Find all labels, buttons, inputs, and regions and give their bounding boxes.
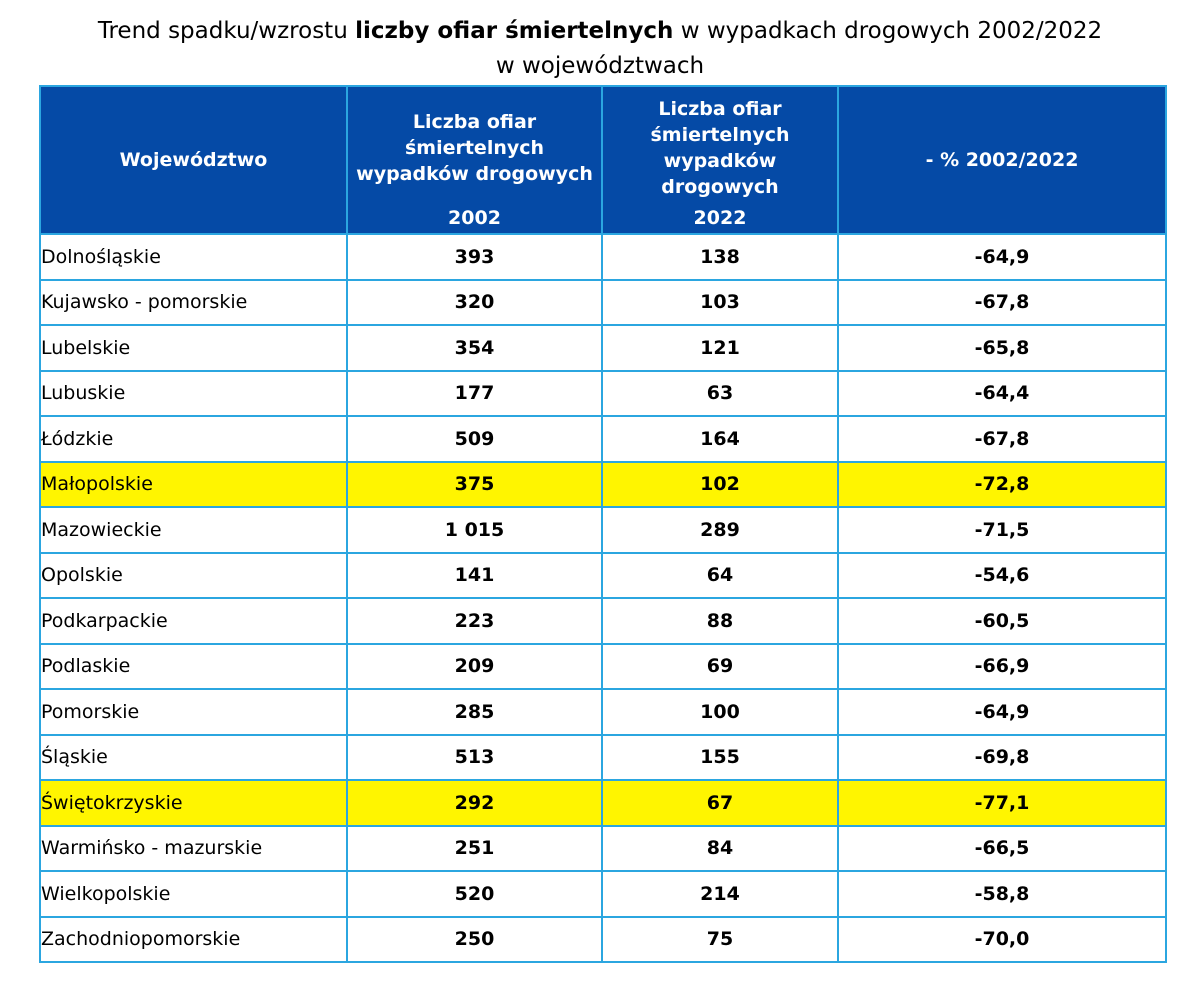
chart-title: Trend spadku/wzrostu liczby ofiar śmiert… [0, 14, 1200, 84]
cell-region: Pomorskie [39, 688, 348, 736]
cell-change: -58,8 [837, 870, 1167, 918]
table-row: Śląskie 513 155 -69,8 [39, 733, 1167, 781]
cell-change: -54,6 [837, 551, 1167, 599]
cell-region: Wielkopolskie [39, 870, 348, 918]
header-change: - % 2002/2022 [837, 85, 1167, 235]
cell-region: Warmińsko - mazurskie [39, 824, 348, 872]
cell-region: Mazowieckie [39, 506, 348, 554]
cell-2002: 141 [346, 551, 603, 599]
cell-2002: 393 [346, 233, 603, 281]
table-row: Mazowieckie 1 015 289 -71,5 [39, 506, 1167, 554]
cell-2022: 75 [601, 915, 839, 963]
cell-2022: 88 [601, 597, 839, 645]
cell-change: -65,8 [837, 324, 1167, 372]
cell-2002: 209 [346, 642, 603, 690]
cell-2002: 354 [346, 324, 603, 372]
cell-change: -60,5 [837, 597, 1167, 645]
table-row: Podkarpackie 223 88 -60,5 [39, 597, 1167, 645]
cell-change: -77,1 [837, 779, 1167, 827]
table-row: Opolskie 141 64 -54,6 [39, 551, 1167, 599]
title-line-1: Trend spadku/wzrostu liczby ofiar śmiert… [0, 14, 1200, 49]
cell-change: -64,4 [837, 369, 1167, 417]
table-row: Dolnośląskie 393 138 -64,9 [39, 233, 1167, 281]
table-row: Małopolskie 375 102 -72,8 [39, 460, 1167, 508]
cell-region: Zachodniopomorskie [39, 915, 348, 963]
title-bold: liczby ofiar śmiertelnych [355, 18, 674, 44]
header-region-label: Województwo [119, 149, 268, 171]
header-region: Województwo [39, 85, 348, 235]
cell-2002: 177 [346, 369, 603, 417]
cell-change: -70,0 [837, 915, 1167, 963]
cell-change: -64,9 [837, 233, 1167, 281]
table-row: Warmińsko - mazurskie 251 84 -66,5 [39, 824, 1167, 872]
cell-change: -72,8 [837, 460, 1167, 508]
table-body: Dolnośląskie 393 138 -64,9 Kujawsko - pomors… [39, 233, 1167, 963]
cell-region: Dolnośląskie [39, 233, 348, 281]
table-row: Świętokrzyskie 292 67 -77,1 [39, 779, 1167, 827]
table-row: Wielkopolskie 520 214 -58,8 [39, 870, 1167, 918]
data-table: Województwo Liczba ofiar śmiertelnych wy… [39, 85, 1167, 963]
cell-2002: 285 [346, 688, 603, 736]
table-row: Podlaskie 209 69 -66,9 [39, 642, 1167, 690]
cell-change: -64,9 [837, 688, 1167, 736]
cell-2002: 509 [346, 415, 603, 463]
cell-region: Łódzkie [39, 415, 348, 463]
table-row: Lubelskie 354 121 -65,8 [39, 324, 1167, 372]
header-2002-year: 2002 [448, 207, 501, 229]
cell-2022: 289 [601, 506, 839, 554]
table-row: Łódzkie 509 164 -67,8 [39, 415, 1167, 463]
cell-2002: 223 [346, 597, 603, 645]
header-2002-label: Liczba ofiar śmiertelnych wypadków drogo… [356, 111, 593, 185]
cell-region: Kujawsko - pomorskie [39, 278, 348, 326]
header-2022-label: Liczba ofiar śmiertelnych wypadków drogo… [650, 98, 790, 198]
cell-2022: 100 [601, 688, 839, 736]
cell-change: -66,5 [837, 824, 1167, 872]
cell-region: Lubuskie [39, 369, 348, 417]
cell-region: Podkarpackie [39, 597, 348, 645]
header-2022-year: 2022 [693, 207, 747, 229]
title-post: w wypadkach drogowych 2002/2022 [673, 18, 1103, 44]
cell-change: -71,5 [837, 506, 1167, 554]
cell-2022: 138 [601, 233, 839, 281]
cell-2022: 67 [601, 779, 839, 827]
header-row: Województwo Liczba ofiar śmiertelnych wy… [39, 85, 1167, 235]
cell-2022: 103 [601, 278, 839, 326]
cell-2022: 69 [601, 642, 839, 690]
cell-region: Świętokrzyskie [39, 779, 348, 827]
cell-region: Śląskie [39, 733, 348, 781]
cell-2002: 250 [346, 915, 603, 963]
header-2022: Liczba ofiar śmiertelnych wypadków drogo… [601, 85, 839, 235]
cell-2022: 214 [601, 870, 839, 918]
cell-2022: 155 [601, 733, 839, 781]
cell-2002: 520 [346, 870, 603, 918]
cell-region: Podlaskie [39, 642, 348, 690]
cell-change: -69,8 [837, 733, 1167, 781]
cell-2002: 513 [346, 733, 603, 781]
cell-2022: 121 [601, 324, 839, 372]
cell-2022: 63 [601, 369, 839, 417]
table-row: Zachodniopomorskie 250 75 -70,0 [39, 915, 1167, 963]
cell-2022: 84 [601, 824, 839, 872]
cell-region: Małopolskie [39, 460, 348, 508]
cell-2002: 1 015 [346, 506, 603, 554]
cell-change: -67,8 [837, 415, 1167, 463]
header-2002: Liczba ofiar śmiertelnych wypadków drogo… [346, 85, 603, 235]
table-row: Kujawsko - pomorskie 320 103 -67,8 [39, 278, 1167, 326]
title-pre: Trend spadku/wzrostu [97, 18, 356, 44]
cell-2002: 251 [346, 824, 603, 872]
cell-change: -67,8 [837, 278, 1167, 326]
cell-region: Lubelskie [39, 324, 348, 372]
cell-2022: 102 [601, 460, 839, 508]
table-row: Pomorskie 285 100 -64,9 [39, 688, 1167, 736]
cell-2022: 164 [601, 415, 839, 463]
cell-2002: 320 [346, 278, 603, 326]
table-row: Lubuskie 177 63 -64,4 [39, 369, 1167, 417]
header-change-label: - % 2002/2022 [925, 149, 1079, 171]
cell-2022: 64 [601, 551, 839, 599]
cell-2002: 292 [346, 779, 603, 827]
cell-region: Opolskie [39, 551, 348, 599]
title-line-2: w województwach [495, 53, 705, 79]
cell-change: -66,9 [837, 642, 1167, 690]
cell-2002: 375 [346, 460, 603, 508]
